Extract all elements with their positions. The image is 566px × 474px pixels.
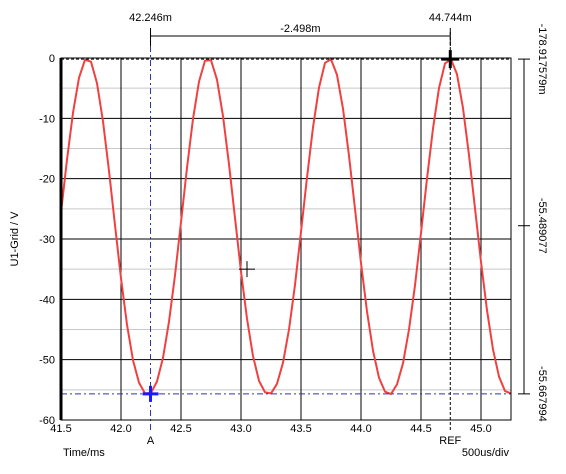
- y-tick-label: -30: [39, 234, 55, 246]
- cursor-ref-label: REF: [439, 435, 461, 447]
- right-scale-label: -55.667994: [536, 366, 548, 422]
- x-tick-label: 43.5: [290, 423, 311, 435]
- time-scale-label: 500us/div: [462, 447, 510, 459]
- y-axis-title: U1-Grid / V: [9, 211, 21, 267]
- x-tick-label: 45.0: [470, 423, 491, 435]
- x-tick-label: 42.5: [170, 423, 191, 435]
- x-tick-label: 41.5: [50, 423, 71, 435]
- x-axis-title: Time/ms: [63, 447, 105, 459]
- y-tick-label: -10: [39, 113, 55, 125]
- series-line: [60, 58, 512, 396]
- y-tick-label: -60: [39, 415, 55, 427]
- x-tick-label: 44.5: [410, 423, 431, 435]
- right-scale-label: -55.489077: [536, 198, 548, 254]
- cursor-ref-readout: 44.744m: [429, 12, 472, 24]
- x-tick-label: 42.0: [110, 423, 131, 435]
- cursor-a-label: A: [147, 435, 155, 447]
- x-tick-label: 43.0: [230, 423, 251, 435]
- grid: [60, 57, 511, 421]
- y-tick-label: -40: [39, 294, 55, 306]
- right-scale-label: -178.917579m: [536, 24, 548, 95]
- delta-readout: -2.498m: [280, 23, 320, 35]
- series-layer: [60, 58, 512, 396]
- y-tick-label: 0: [49, 53, 55, 65]
- x-tick-label: 44.0: [350, 423, 371, 435]
- cursor-a-readout: 42.246m: [129, 12, 172, 24]
- y-tick-label: -50: [39, 355, 55, 367]
- y-tick-label: -20: [39, 174, 55, 186]
- cursor-layer: -178.917579m -55.489077 -55.667994: [61, 24, 548, 430]
